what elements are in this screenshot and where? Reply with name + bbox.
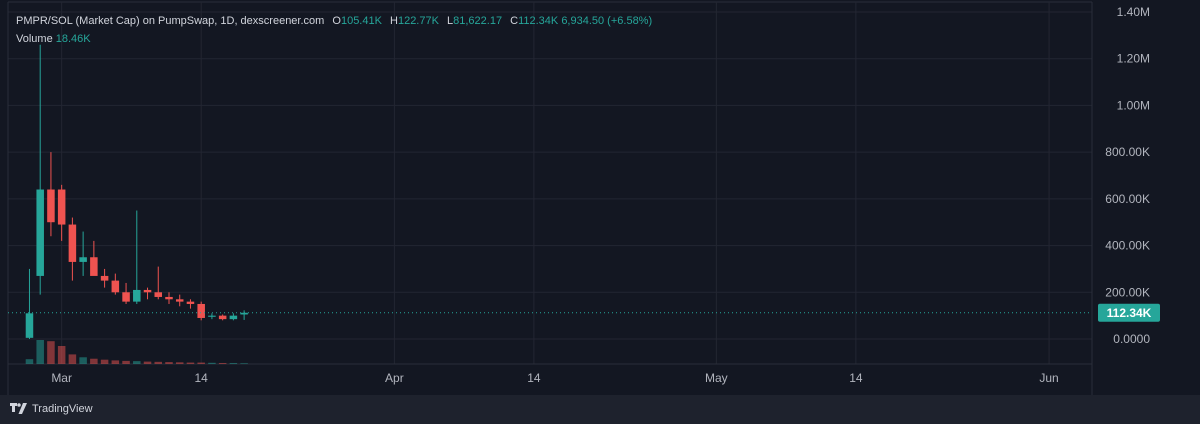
- y-tick-label: 200.00K: [1105, 285, 1150, 299]
- candle-body: [90, 257, 98, 276]
- x-tick-label: Jun: [1039, 371, 1058, 385]
- chart-grid: [7, 2, 1093, 395]
- candle-body: [186, 301, 195, 304]
- chart-legend: PMPR/SOL (Market Cap) on PumpSwap, 1D, d…: [16, 12, 652, 48]
- x-tick-label: 14: [527, 371, 541, 385]
- y-tick-label: 600.00K: [1105, 192, 1150, 206]
- candle-body: [25, 313, 34, 338]
- candle-body: [218, 315, 227, 320]
- high-value: 122.77K: [397, 15, 439, 27]
- candle-body: [57, 189, 66, 225]
- volume-bar: [57, 346, 66, 364]
- y-tick-label: 1.00M: [1117, 98, 1150, 112]
- symbol-title: PMPR/SOL (Market Cap) on PumpSwap, 1D, d…: [16, 15, 325, 27]
- candle-body: [165, 296, 173, 300]
- volume-bar: [68, 354, 77, 364]
- candlesticks: [25, 44, 248, 339]
- candle-body: [197, 303, 205, 318]
- candle-body: [154, 292, 163, 297]
- candle-body: [79, 257, 87, 262]
- tradingview-logo[interactable]: TradingView: [10, 403, 93, 415]
- candle-body: [143, 289, 152, 293]
- volume-bar: [111, 360, 120, 364]
- x-tick-label: Mar: [51, 371, 72, 385]
- volume-bar: [186, 362, 195, 364]
- volume-bar: [218, 363, 227, 364]
- candle-body: [47, 189, 55, 223]
- tradingview-label: TradingView: [32, 403, 93, 415]
- volume-bar: [133, 361, 141, 364]
- volume-bar: [240, 363, 248, 364]
- x-tick-label: 14: [195, 371, 209, 385]
- candle-body: [133, 289, 141, 302]
- volume-bar: [165, 362, 173, 364]
- low-label: L: [447, 15, 454, 27]
- volume-bar: [90, 358, 98, 364]
- volume-bar: [154, 361, 163, 364]
- y-tick-label: 400.00K: [1105, 239, 1150, 253]
- open-label: O: [332, 15, 341, 27]
- volume-bar: [175, 362, 184, 364]
- legend-row-ohlc: PMPR/SOL (Market Cap) on PumpSwap, 1D, d…: [16, 12, 652, 30]
- x-axis[interactable]: Mar 14 Apr 14 May 14 Jun: [51, 371, 1058, 385]
- close-value: 112.34K: [518, 15, 559, 27]
- close-label: C: [510, 15, 519, 27]
- open-value: 105.41K: [340, 15, 382, 27]
- footer-bar: TradingView: [0, 395, 1200, 424]
- volume-bar: [208, 362, 216, 364]
- volume-bar: [100, 359, 109, 364]
- volume-bar: [47, 341, 55, 364]
- candle-body: [122, 292, 130, 302]
- last-price-badge-bg: [1098, 303, 1160, 322]
- volume-bar: [79, 357, 87, 364]
- volume-bar: [229, 363, 238, 364]
- legend-row-volume: Volume 18.46K: [16, 30, 652, 48]
- change-value: 6,934.50 (+6.58%): [561, 15, 653, 27]
- candle-body: [36, 189, 44, 276]
- last-price-badge-label: 112.34K: [1107, 306, 1152, 320]
- volume-value: 18.46K: [55, 33, 91, 45]
- volume-bar: [122, 360, 130, 364]
- y-tick-label: 1.20M: [1117, 52, 1150, 66]
- volume-bar: [25, 359, 34, 364]
- candle-body: [100, 275, 109, 281]
- candle-body: [175, 299, 184, 302]
- high-label: H: [390, 15, 398, 27]
- volume-bar: [143, 361, 152, 364]
- x-tick-label: Apr: [385, 371, 404, 385]
- volume-label: Volume: [16, 33, 53, 45]
- y-tick-label: 800.00K: [1105, 145, 1150, 159]
- candle-body: [240, 312, 248, 315]
- low-value: 81,622.17: [453, 15, 503, 27]
- last-price-badge: 112.34K: [1098, 303, 1160, 322]
- volume-bar: [197, 362, 205, 364]
- candle-body: [68, 224, 77, 262]
- candle-body: [208, 315, 216, 317]
- y-tick-label: 1.40M: [1117, 5, 1150, 19]
- x-tick-label: May: [705, 371, 728, 385]
- y-tick-label: 0.0000: [1113, 332, 1150, 346]
- tradingview-icon: [10, 403, 27, 414]
- volume-bars: [25, 340, 248, 364]
- candle-body: [111, 280, 120, 293]
- x-tick-label: 14: [849, 371, 863, 385]
- y-axis[interactable]: 0.0000 200.00K 400.00K 600.00K 800.00K 1.00M 1…: [1105, 5, 1150, 346]
- candle-body: [229, 315, 238, 320]
- volume-bar: [36, 340, 44, 364]
